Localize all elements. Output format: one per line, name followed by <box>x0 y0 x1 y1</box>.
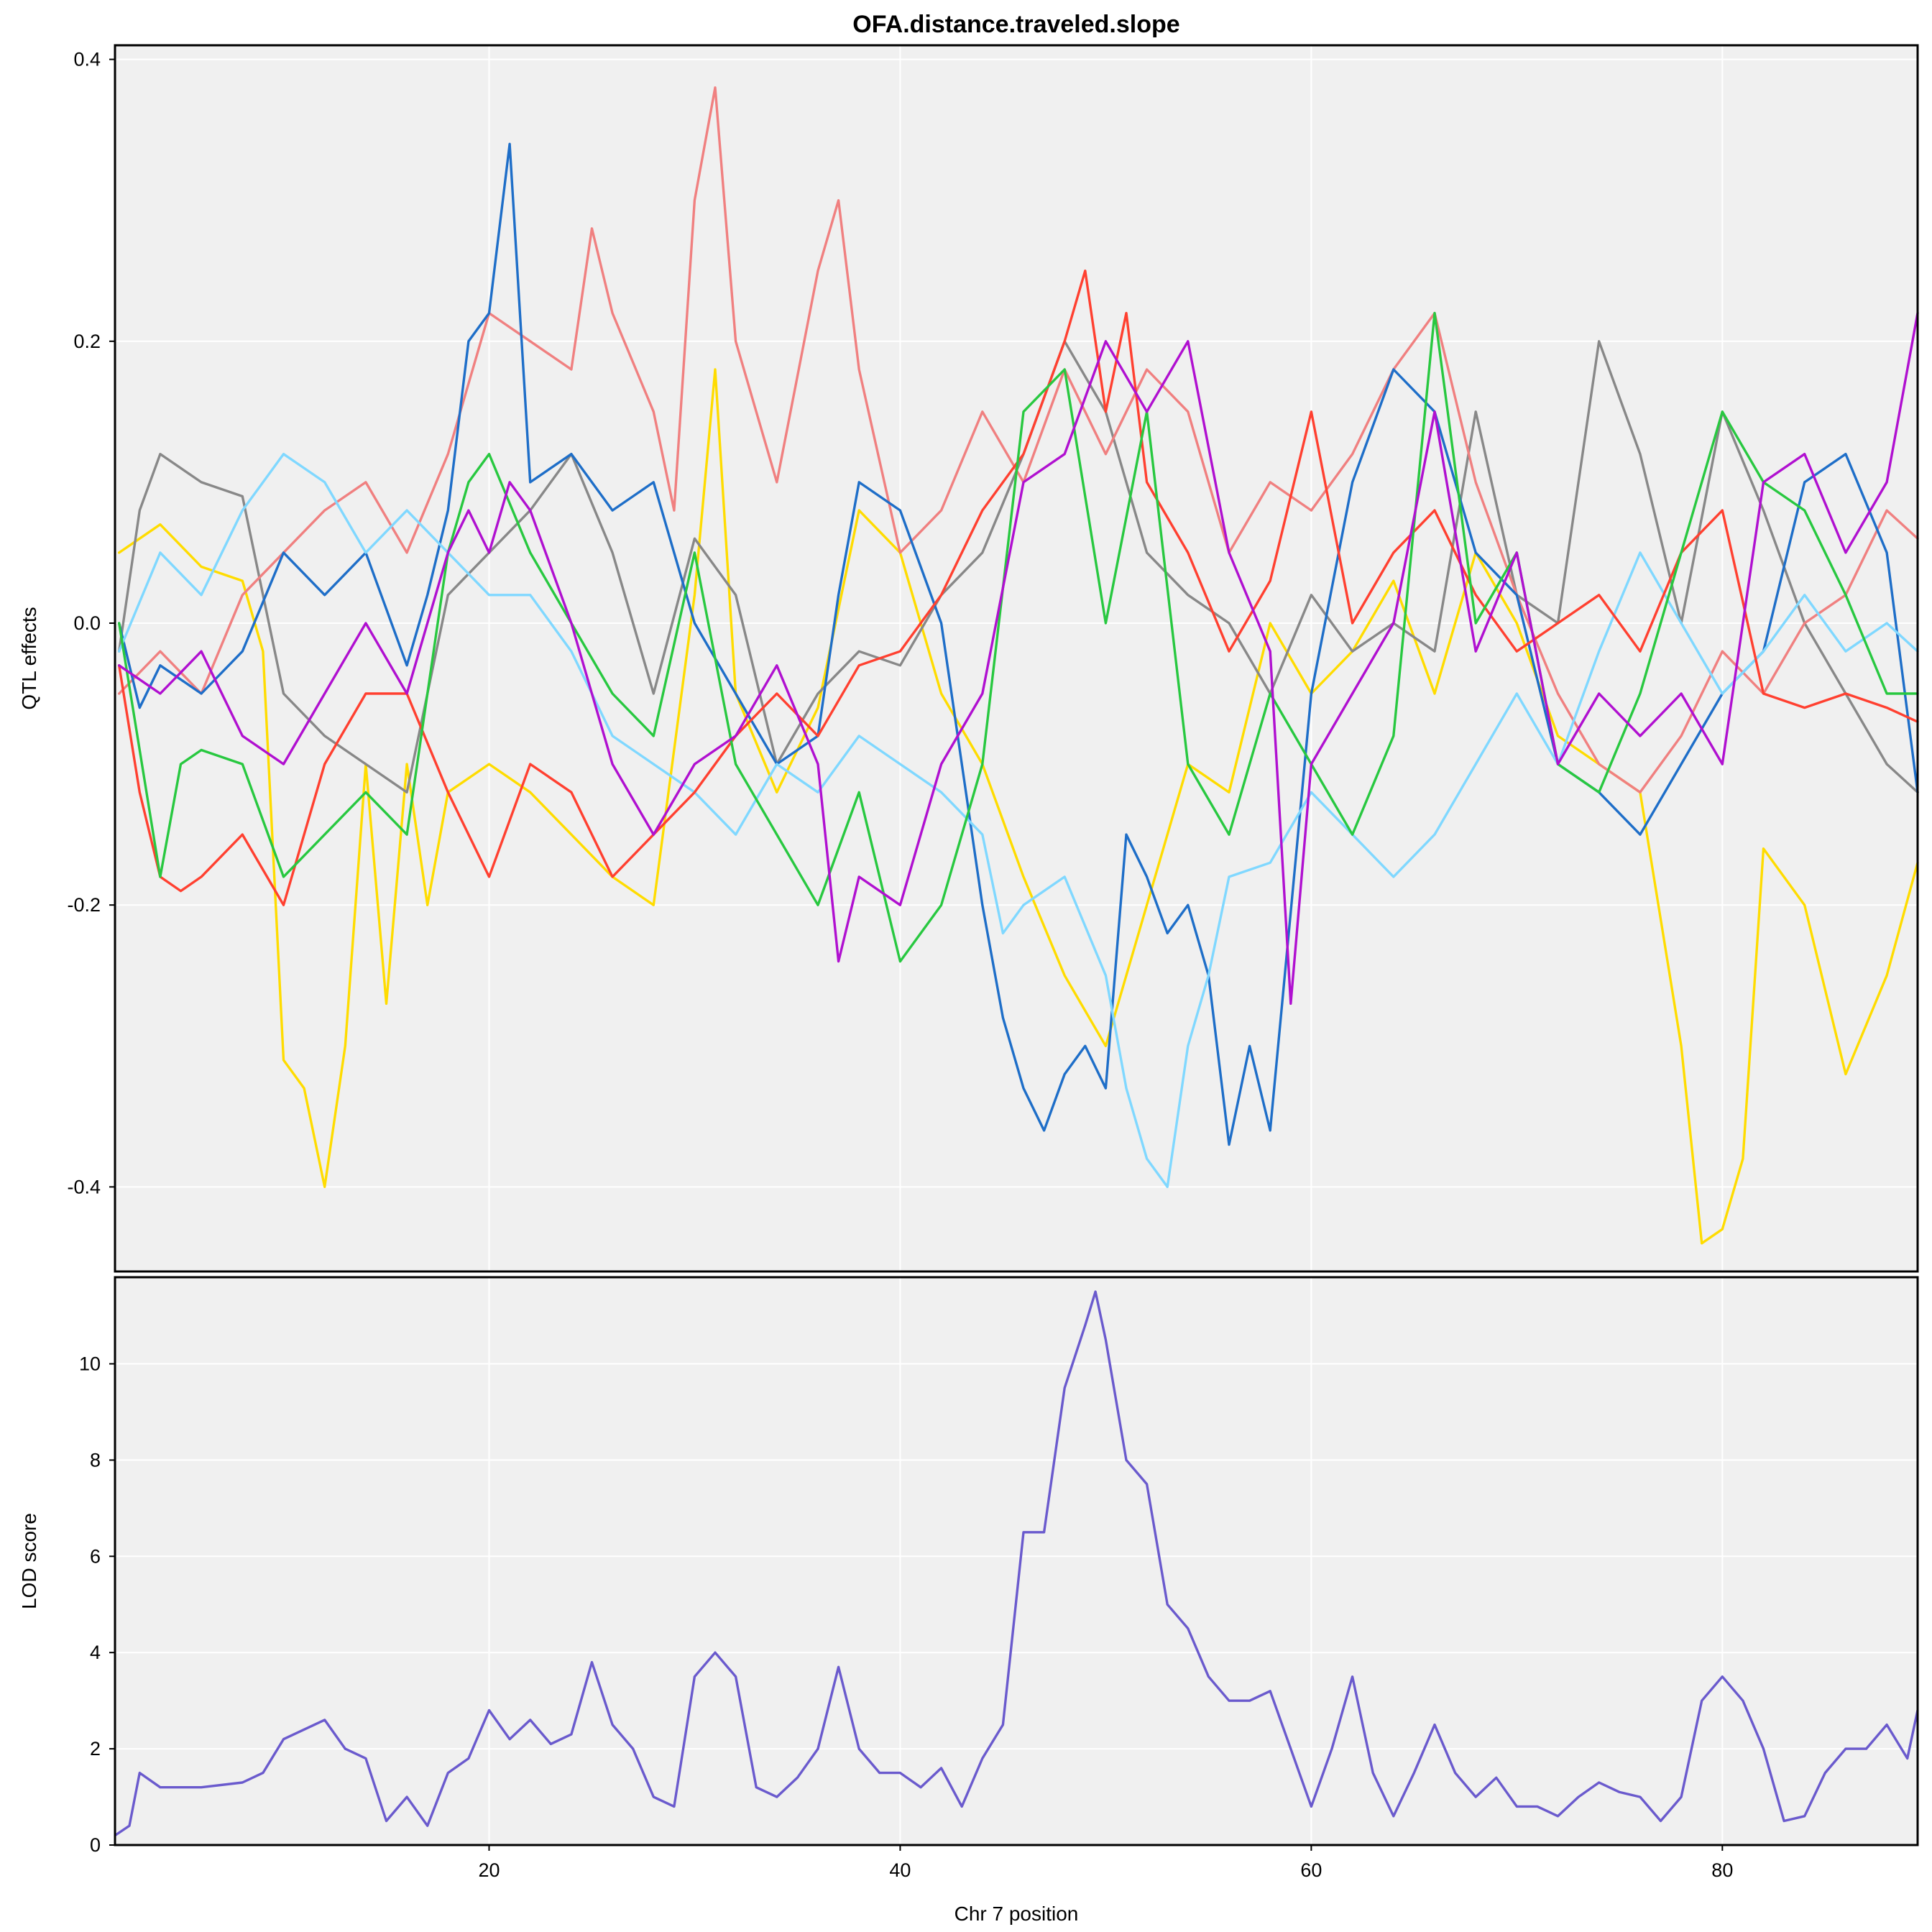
qtl-effects-y-tick-label: 0.4 <box>73 49 101 70</box>
lod-score-y-tick-label: 8 <box>90 1449 101 1471</box>
qtl-effect-series-line-2 <box>117 340 1919 794</box>
qtl-effect-series-line-8 <box>117 311 1919 1006</box>
chart-title: OFA.distance.traveled.slope <box>852 11 1179 38</box>
chr-position-x-tick-label: 20 <box>478 1859 500 1881</box>
qtl-effects-panel: -0.4 -0.2 0.0 0.2 0.4 QTL effects <box>18 44 1919 1273</box>
chr-position-x-axis: 20 40 60 80 <box>478 1845 1733 1881</box>
qtl-effects-series-group <box>117 86 1919 1245</box>
qtl-effects-y-tick-label: -0.2 <box>67 894 101 916</box>
lod-score-y-axis: 0 2 4 6 8 10 <box>79 1353 115 1856</box>
qtl-effect-series-line-6 <box>117 270 1919 906</box>
lod-score-y-tick-label: 10 <box>79 1353 101 1375</box>
lod-score-y-axis-label: LOD score <box>18 1513 40 1609</box>
chr-position-x-tick-label: 80 <box>1711 1859 1733 1881</box>
lod-score-y-tick-label: 4 <box>90 1642 101 1663</box>
qtl-effects-y-tick-label: 0.0 <box>73 612 101 634</box>
qtl-effect-series-line-7 <box>117 311 1919 963</box>
chr-position-x-tick-label: 60 <box>1300 1859 1322 1881</box>
qtl-effect-series-line-4 <box>117 142 1919 1146</box>
chr-position-x-tick-label: 40 <box>889 1859 911 1881</box>
lod-score-series-group <box>114 1290 1919 1837</box>
lod-score-plot-area <box>115 1277 1918 1845</box>
qtl-effect-series-line-1 <box>117 368 1919 1245</box>
qtl-effects-y-axis-label: QTL effects <box>18 607 40 709</box>
qtl-effects-y-axis: -0.4 -0.2 0.0 0.2 0.4 <box>67 49 115 1197</box>
qtl-effects-gridlines <box>115 45 1918 1271</box>
lod-score-y-tick-label: 2 <box>90 1738 101 1760</box>
lod-score-line <box>114 1290 1919 1837</box>
qtl-effects-y-tick-label: 0.2 <box>73 331 101 352</box>
lod-score-panel: 0 2 4 6 8 10 20 40 60 80 LOD score Chr 7 positio… <box>18 1276 1919 1925</box>
qtl-effects-frame <box>114 44 1919 1273</box>
qtl-effect-series-line-3 <box>117 86 1919 794</box>
chr-position-x-axis-label: Chr 7 position <box>954 1903 1079 1925</box>
lod-score-y-tick-label: 0 <box>90 1834 101 1856</box>
lod-score-frame <box>114 1276 1919 1846</box>
qtl-effects-y-tick-label: -0.4 <box>67 1176 101 1197</box>
lod-score-y-tick-label: 6 <box>90 1545 101 1567</box>
